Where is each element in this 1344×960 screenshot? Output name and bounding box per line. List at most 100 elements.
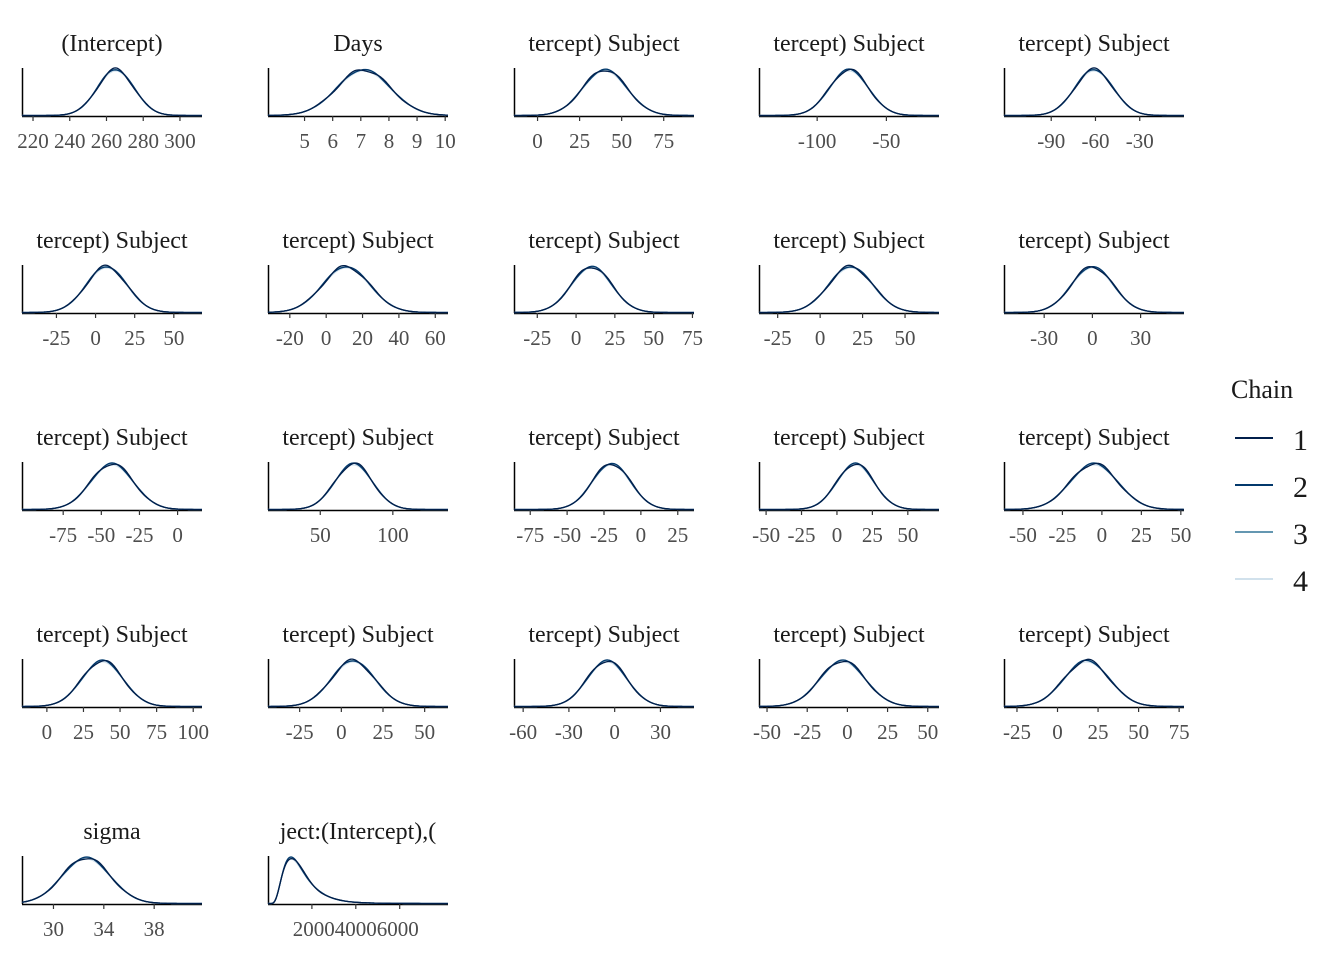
legend-label-2: 2 bbox=[1293, 471, 1308, 504]
x-tick-label: -50 bbox=[553, 523, 581, 547]
density-chain-2 bbox=[759, 68, 939, 117]
x-tick-label: 9 bbox=[412, 129, 423, 153]
panel-title: tercept) Subject bbox=[773, 622, 925, 648]
density-chain-3 bbox=[759, 462, 939, 511]
x-tick-label: 40 bbox=[388, 326, 409, 350]
panel-title: tercept) Subject bbox=[1018, 31, 1170, 57]
x-tick-label: 38 bbox=[144, 917, 165, 941]
x-tick-label: 220 bbox=[17, 129, 49, 153]
density-chain-2 bbox=[267, 68, 449, 117]
panel-title: tercept) Subject bbox=[282, 622, 434, 648]
x-tick-label: 75 bbox=[682, 326, 703, 350]
x-tick-label: 6 bbox=[327, 129, 338, 153]
x-tick-label: -50 bbox=[752, 523, 780, 547]
x-tick-label: 0 bbox=[321, 326, 332, 350]
panel-1: (Intercept) 220 240 260 280 300 bbox=[17, 31, 202, 153]
density-chain-1 bbox=[22, 659, 202, 708]
panel-14: tercept) Subject -50 -25 0 25 50 bbox=[752, 425, 939, 547]
x-tick-label: 50 bbox=[414, 720, 435, 744]
panel-title: tercept) Subject bbox=[773, 31, 925, 57]
x-tick-label: 0 bbox=[636, 523, 647, 547]
x-tick-label: 0 bbox=[90, 326, 101, 350]
density-chain-2 bbox=[22, 462, 202, 511]
x-tick-label: 50 bbox=[1170, 523, 1191, 547]
panel-title: tercept) Subject bbox=[528, 31, 680, 57]
panel-8: tercept) Subject -25 0 25 50 75 bbox=[513, 228, 703, 350]
density-chain-1 bbox=[758, 660, 940, 708]
density-chain-1 bbox=[1004, 266, 1184, 314]
panel-title: (Intercept) bbox=[61, 31, 162, 57]
density-chain-4 bbox=[514, 464, 695, 511]
panel-title: sigma bbox=[83, 819, 141, 845]
density-chain-4 bbox=[267, 70, 449, 117]
x-tick-label: 100 bbox=[377, 523, 409, 547]
density-chain-4 bbox=[268, 858, 448, 905]
panel-17: tercept) Subject -25 0 25 50 bbox=[267, 622, 448, 744]
density-chain-4 bbox=[22, 267, 202, 314]
x-tick-label: 0 bbox=[1052, 720, 1063, 744]
density-chain-2 bbox=[758, 659, 940, 708]
panel-title: tercept) Subject bbox=[773, 425, 925, 451]
x-tick-label: 0 bbox=[172, 523, 183, 547]
panel-title: tercept) Subject bbox=[1018, 425, 1170, 451]
density-chain-1 bbox=[268, 857, 448, 905]
density-chain-1 bbox=[22, 67, 202, 117]
panel-title: tercept) Subject bbox=[282, 228, 434, 254]
x-tick-label: -60 bbox=[1081, 129, 1109, 153]
x-tick-label: -25 bbox=[125, 523, 153, 547]
panel-title: tercept) Subject bbox=[36, 228, 188, 254]
density-chain-3 bbox=[22, 68, 202, 117]
x-tick-label: 0 bbox=[1087, 326, 1098, 350]
density-chain-2 bbox=[268, 462, 448, 511]
x-tick-label: -100 bbox=[798, 129, 837, 153]
density-chain-3 bbox=[267, 69, 449, 117]
x-tick-label: 50 bbox=[163, 326, 184, 350]
density-chain-2 bbox=[267, 660, 448, 708]
panel-title: tercept) Subject bbox=[528, 622, 680, 648]
density-chain-1 bbox=[22, 463, 202, 511]
x-tick-label: 25 bbox=[667, 523, 688, 547]
x-tick-label: 50 bbox=[643, 326, 664, 350]
x-tick-label: -75 bbox=[516, 523, 544, 547]
density-chain-3 bbox=[759, 68, 939, 117]
density-chain-2 bbox=[514, 68, 694, 117]
x-tick-label: 75 bbox=[1169, 720, 1190, 744]
x-tick-label: -50 bbox=[753, 720, 781, 744]
density-chain-1 bbox=[1003, 462, 1185, 511]
density-chain-3 bbox=[268, 462, 448, 511]
x-tick-label: 25 bbox=[73, 720, 94, 744]
x-tick-label: 25 bbox=[124, 326, 145, 350]
x-tick-label: 25 bbox=[862, 523, 883, 547]
panel-15: tercept) Subject -50 -25 0 25 50 bbox=[1003, 425, 1191, 547]
density-chain-1 bbox=[514, 660, 694, 708]
x-tick-label: -25 bbox=[286, 720, 314, 744]
x-tick-label: 0 bbox=[532, 129, 543, 153]
x-tick-label: 30 bbox=[43, 917, 64, 941]
x-tick-label: 0 bbox=[815, 326, 826, 350]
density-chain-3 bbox=[21, 856, 202, 905]
x-tick-label: 20 bbox=[352, 326, 373, 350]
density-chain-4 bbox=[22, 464, 202, 511]
x-tick-label: 100 bbox=[177, 720, 209, 744]
x-tick-label: -50 bbox=[87, 523, 115, 547]
density-chain-2 bbox=[759, 462, 939, 511]
x-tick-label: 25 bbox=[852, 326, 873, 350]
legend-label-3: 3 bbox=[1293, 518, 1308, 551]
panel-20: tercept) Subject -25 0 25 50 75 bbox=[1003, 622, 1190, 744]
panel-title: tercept) Subject bbox=[528, 425, 680, 451]
density-chain-3 bbox=[1003, 659, 1185, 708]
x-tick-label: -25 bbox=[788, 523, 816, 547]
x-tick-label: 50 bbox=[611, 129, 632, 153]
panel-title: tercept) Subject bbox=[1018, 622, 1170, 648]
density-chain-1 bbox=[1003, 658, 1185, 708]
x-tick-label: -50 bbox=[872, 129, 900, 153]
x-tick-label: -30 bbox=[555, 720, 583, 744]
x-tick-label: -50 bbox=[1009, 523, 1037, 547]
x-tick-label: -30 bbox=[1126, 129, 1154, 153]
x-tick-label: 60 bbox=[425, 326, 446, 350]
panel-5: tercept) Subject -90 -60 -30 bbox=[1003, 31, 1184, 153]
density-chain-3 bbox=[514, 659, 694, 708]
x-tick-label: -90 bbox=[1037, 129, 1065, 153]
density-chain-2 bbox=[22, 69, 202, 117]
density-chain-4 bbox=[22, 661, 202, 708]
